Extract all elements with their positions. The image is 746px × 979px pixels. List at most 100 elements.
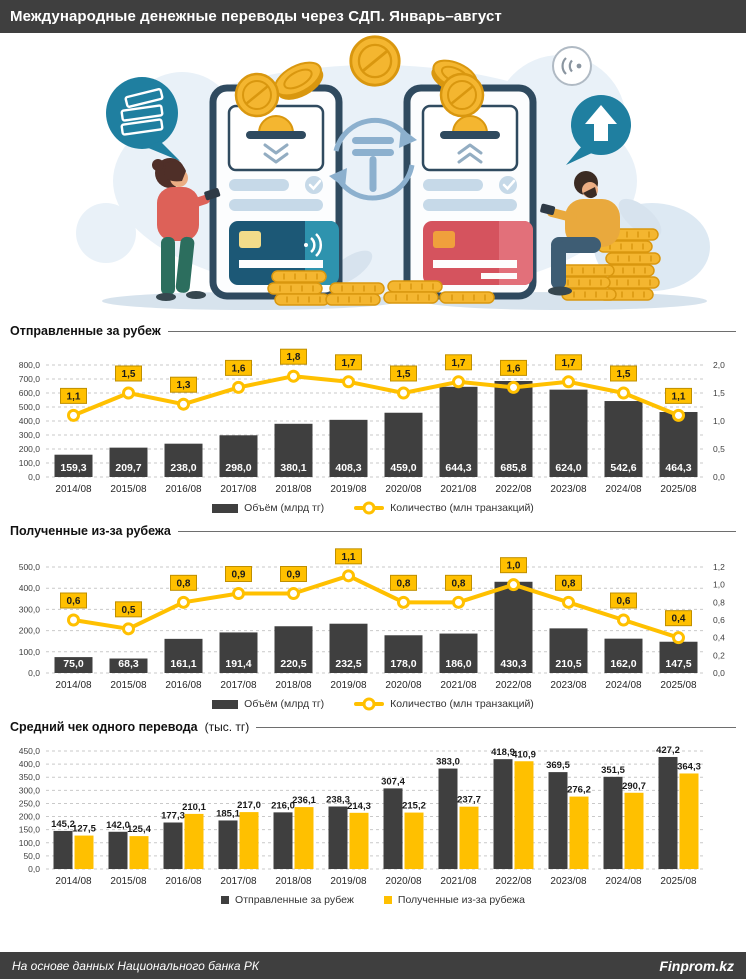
left-axis-tick: 50,0 xyxy=(23,851,40,861)
line-value-box xyxy=(60,592,87,609)
x-axis-label: 2019/08 xyxy=(330,680,367,691)
title-rule xyxy=(256,726,736,728)
bar-swatch-icon xyxy=(212,699,239,709)
bar-value-label: 191,4 xyxy=(225,658,251,670)
x-axis-label: 2022/08 xyxy=(495,484,532,495)
bar-value-label: 145,2 xyxy=(51,819,75,830)
person-receiver xyxy=(540,171,661,301)
left-axis-tick: 100,0 xyxy=(19,838,41,848)
phone-left-icon xyxy=(209,84,343,300)
bar-value-label: 644,3 xyxy=(445,462,471,474)
x-axis-label: 2016/08 xyxy=(165,876,202,887)
left-axis-tick: 0,0 xyxy=(28,472,40,482)
line-value-label: 1,6 xyxy=(232,363,246,374)
bar xyxy=(659,411,698,477)
left-axis-tick: 0,0 xyxy=(28,864,40,874)
legend-label: Количество (млн транзакций) xyxy=(390,698,534,710)
x-axis-label: 2025/08 xyxy=(660,680,697,691)
bar-value-label: 220,5 xyxy=(280,658,306,670)
x-axis-label: 2024/08 xyxy=(605,484,642,495)
x-axis-label: 2020/08 xyxy=(385,484,422,495)
chart-title: Средний чек одного перевода xyxy=(10,720,198,734)
bar-value-label: 142,0 xyxy=(106,820,130,831)
legend-item-volume: Объём (млрд тг) xyxy=(212,502,324,514)
x-axis-label: 2021/08 xyxy=(440,484,477,495)
line-value-box xyxy=(610,592,637,609)
line-value-label: 0,8 xyxy=(397,578,411,589)
legend-label: Объём (млрд тг) xyxy=(244,698,325,710)
bar xyxy=(129,836,149,869)
x-axis-label: 2018/08 xyxy=(275,876,312,887)
line-series xyxy=(73,573,680,640)
bar-value-label: 624,0 xyxy=(555,462,581,474)
bar xyxy=(274,423,313,477)
bar xyxy=(219,632,258,673)
line-value-box xyxy=(610,365,637,382)
combo-chart-sent-canvas: 0,0 100,0 200,0 300,0 400,0 500,0 600,0 700,0 80… xyxy=(19,348,725,495)
person-sender xyxy=(152,158,221,301)
line-value-label: 0,5 xyxy=(122,605,136,616)
line-value-box xyxy=(225,566,252,582)
x-axis-label: 2017/08 xyxy=(220,680,257,691)
x-axis-label: 2025/08 xyxy=(660,484,697,495)
left-axis-tick: 700,0 xyxy=(19,374,41,384)
bar-value-label: 459,0 xyxy=(390,462,416,474)
line-value-box xyxy=(500,557,527,574)
legend-item-volume: Объём (млрд тг) xyxy=(212,698,324,710)
illustration xyxy=(0,33,746,317)
bar-value-label: 430,3 xyxy=(500,658,526,670)
line-value-box xyxy=(60,387,87,404)
right-axis-tick: 0,4 xyxy=(713,633,725,643)
chart-title: Полученные из-за рубежа xyxy=(10,524,171,538)
bar-value-label: 290,7 xyxy=(622,781,646,792)
left-axis-tick: 300,0 xyxy=(19,430,41,440)
line-marker xyxy=(397,595,410,609)
x-axis-label: 2017/08 xyxy=(220,484,257,495)
bar xyxy=(53,830,73,869)
x-axis-label: 2021/08 xyxy=(440,680,477,691)
chart-title: Отправленные за рубеж xyxy=(10,324,161,338)
left-axis-tick: 400,0 xyxy=(19,416,41,426)
line-value-box xyxy=(335,548,362,565)
chart-legend: Объём (млрд тг) Количество (млн транзакц… xyxy=(0,695,746,713)
bar xyxy=(384,635,423,673)
bar xyxy=(624,792,644,869)
x-axis-label: 2019/08 xyxy=(330,484,367,495)
left-axis-tick: 400,0 xyxy=(19,583,41,593)
bar xyxy=(329,419,368,477)
left-axis-tick: 100,0 xyxy=(19,647,41,657)
bar-value-label: 418,9 xyxy=(491,747,515,758)
page-title: Международные денежные переводы через СД… xyxy=(10,8,502,25)
right-axis-tick: 1,2 xyxy=(713,562,725,572)
chart-title-row: Средний чек одного перевода (тыс. тг) xyxy=(10,720,736,734)
x-axis-label: 2020/08 xyxy=(385,876,422,887)
line-marker xyxy=(452,375,465,389)
line-value-label: 1,5 xyxy=(617,369,631,380)
line-value-box xyxy=(555,354,582,371)
bar-value-label: 210,5 xyxy=(555,658,581,670)
line-marker xyxy=(122,622,135,636)
bar-value-label: 685,8 xyxy=(500,462,526,474)
up-arrow-bubble-icon xyxy=(566,95,631,165)
line-value-box xyxy=(335,354,362,371)
bar-value-label: 216,0 xyxy=(271,800,295,811)
line-value-label: 1,1 xyxy=(342,552,356,563)
x-axis-label: 2023/08 xyxy=(550,876,587,887)
phone-right-icon xyxy=(403,84,537,300)
line-value-label: 1,7 xyxy=(342,358,356,369)
bar xyxy=(109,447,148,477)
line-marker xyxy=(397,386,410,400)
bar xyxy=(514,761,534,869)
legend-item-received: Полученные из-за рубежа xyxy=(383,894,525,906)
left-axis-tick: 200,0 xyxy=(19,626,41,636)
bar xyxy=(109,658,148,673)
line-marker xyxy=(507,578,520,592)
line-value-label: 0,8 xyxy=(562,578,576,589)
legend-label: Полученные из-за рубежа xyxy=(397,894,525,906)
bar-value-label: 161,1 xyxy=(170,658,196,670)
bar-value-label: 276,2 xyxy=(567,785,591,796)
chart-title-row: Отправленные за рубеж xyxy=(10,324,736,338)
bar-value-label: 210,1 xyxy=(182,802,206,813)
x-axis-label: 2018/08 xyxy=(275,680,312,691)
line-value-box xyxy=(445,574,472,591)
